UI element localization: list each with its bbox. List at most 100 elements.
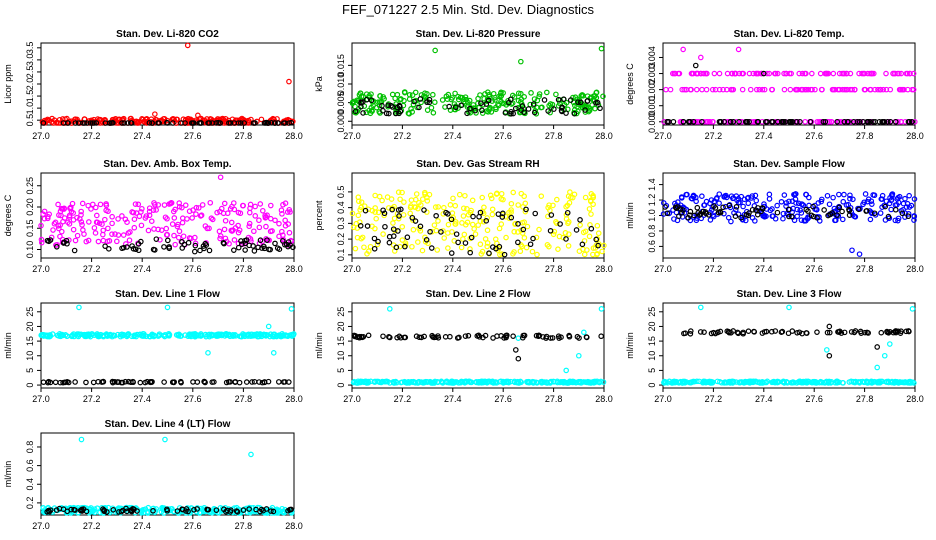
data-point-cyan [757,380,763,386]
data-point-magenta [800,86,806,93]
data-point-magenta [204,225,211,232]
data-point-green [546,102,552,109]
data-point-black [368,97,375,104]
data-point-blue [772,215,779,222]
data-point-magenta [877,86,884,93]
data-point-green [401,89,408,96]
data-point-black [834,118,840,125]
data-point-black [40,379,47,385]
data-point-cyan [165,332,172,339]
data-point-cyan [379,378,386,385]
data-point-black [228,507,234,513]
data-point-magenta [252,213,259,219]
data-point-yellow [511,228,518,235]
data-point-yellow [484,227,491,234]
data-point-blue [801,217,808,224]
data-point-blue [867,208,873,214]
y-tick-label: 25 [336,307,346,317]
data-point-black [687,330,694,337]
data-point-blue [860,201,866,208]
data-point-black [803,330,810,336]
data-point-black [563,236,569,242]
data-point-black [856,118,863,125]
data-point-magenta [66,212,73,219]
x-tick-label: 27.8 [545,264,563,274]
data-point-green [349,99,356,105]
data-point-cyan [479,378,485,385]
outlier-point-cyan [886,341,893,347]
data-point-black [101,508,108,515]
data-point-cyan [748,378,754,385]
data-point-cyan [206,333,213,340]
data-point-cyan [461,378,468,385]
data-point-black [100,379,107,385]
data-point-magenta [50,227,56,233]
data-point-cyan [850,379,857,385]
data-point-black [112,379,118,385]
x-tick-label: 27.8 [545,394,563,404]
data-point-green [498,89,504,96]
y-tick-label: 0.10 [25,241,35,259]
data-point-yellow [379,197,385,204]
data-point-green [461,96,467,103]
y-tick-label: 0.4 [336,201,346,214]
data-point-black [664,118,671,125]
data-point-yellow [435,204,442,210]
x-tick-label: 27.4 [133,394,151,404]
data-point-black [138,238,144,245]
data-point-black [768,328,775,335]
x-tick-label: 28.0 [906,131,924,141]
data-point-yellow [588,211,594,217]
data-point-black [696,212,703,218]
data-point-black [427,228,433,235]
data-point-blue [879,196,885,202]
data-point-black [519,103,526,109]
outlier-point-cyan [78,436,85,443]
data-point-cyan [840,380,846,386]
data-point-black [788,213,795,220]
data-point-black [232,378,239,385]
data-point-black [559,104,565,111]
data-point-yellow [460,213,467,219]
data-point-black [512,105,519,112]
data-point-black [515,221,521,227]
data-point-black [841,118,848,125]
y-tick-label: 20 [25,321,35,331]
data-point-magenta [102,216,108,223]
data-point-yellow [567,189,573,195]
data-point-magenta [91,225,98,231]
data-point-black [494,333,500,339]
data-point-yellow [564,202,571,209]
data-point-magenta [109,220,115,227]
data-point-black [470,213,476,220]
x-tick-label: 27.0 [654,131,672,141]
y-axis-label: ml/min [3,332,13,359]
data-point-cyan [781,379,787,385]
data-point-black [808,212,815,219]
data-point-cyan [476,378,483,385]
data-point-magenta [729,86,735,93]
x-tick-label: 27.8 [235,131,253,141]
data-point-cyan [261,332,268,338]
data-point-yellow [479,194,486,201]
data-point-black [898,328,904,335]
data-point-cyan [800,378,806,385]
data-point-blue [855,205,861,212]
data-point-cyan [530,380,537,386]
x-tick-label: 27.8 [856,264,874,274]
y-tick-label: 0.001 [647,94,657,117]
data-point-blue [761,214,768,220]
data-point-black [87,120,94,126]
x-tick-label: 27.0 [32,394,50,404]
data-point-cyan [516,380,522,386]
data-point-yellow [407,210,414,217]
data-point-magenta [40,211,46,217]
data-point-cyan [686,379,693,386]
data-point-magenta [38,239,45,246]
y-tick-label: 2.5 [25,66,35,79]
data-point-black [483,218,490,224]
data-point-black [699,118,705,125]
data-point-yellow [601,242,607,249]
data-point-black [810,203,816,210]
